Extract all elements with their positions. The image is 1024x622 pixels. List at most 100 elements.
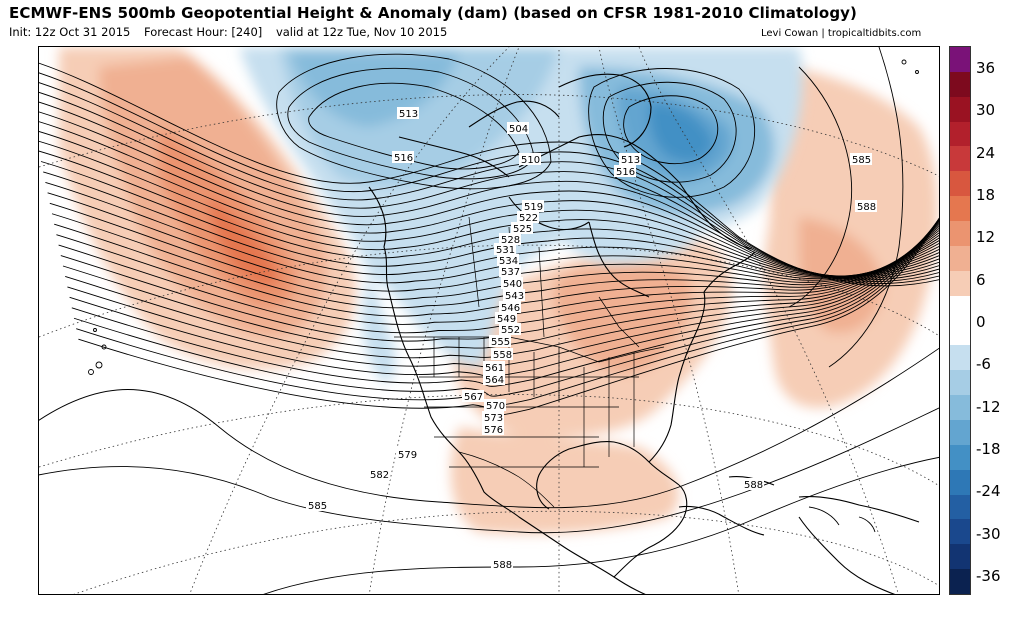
colorbar-segment <box>950 171 970 197</box>
height-contour-line <box>39 131 939 277</box>
map-svg: 513 504 516 510 513 516 519 522 525 528 … <box>39 47 939 594</box>
contour-label: 534 <box>499 256 518 267</box>
height-contour-line <box>263 456 939 594</box>
colorbar-segment <box>950 419 970 446</box>
colorbar-segment <box>950 71 970 98</box>
colorbar-tick-label: -24 <box>976 482 1001 501</box>
colorbar-tick-label: 18 <box>976 186 996 204</box>
colorbar-segment <box>950 569 970 595</box>
colorbar-segment <box>950 295 970 321</box>
colorbar-tick-label: 24 <box>976 143 996 162</box>
colorbar-segment <box>950 444 970 471</box>
colorbar-segment <box>950 370 970 396</box>
height-contour-line <box>49 202 939 300</box>
height-contour-line <box>71 218 939 387</box>
contour-label: 543 <box>505 291 524 302</box>
contour-label: 540 <box>503 279 522 290</box>
colorbar-tick-label: 0 <box>976 313 986 331</box>
contour-label: 513 <box>621 155 640 166</box>
contour-label: 573 <box>484 413 503 424</box>
forecast-hour: Forecast Hour: [240] <box>144 25 263 39</box>
colorbar-segment <box>950 96 970 123</box>
contour-labels: 513 504 516 510 513 516 519 522 525 528 … <box>306 107 877 571</box>
height-contour-line <box>45 181 939 284</box>
height-contour-line <box>828 47 904 368</box>
height-contour-line <box>76 217 939 407</box>
contour-label: 516 <box>616 167 635 178</box>
colorbar-segment <box>950 221 970 247</box>
map-panel: 513 504 516 510 513 516 519 522 525 528 … <box>38 46 940 595</box>
height-contour-line <box>39 347 939 509</box>
height-contour-line <box>56 227 939 325</box>
height-contour-line <box>58 225 939 334</box>
colorbar-tick-label: -6 <box>976 355 991 374</box>
valid-time: valid at 12z Tue, Nov 10 2015 <box>275 25 448 39</box>
height-contour-line <box>67 219 939 368</box>
contour-label: 537 <box>501 267 520 278</box>
height-contours <box>276 53 756 198</box>
contour-label: 519 <box>524 202 543 213</box>
contour-label: 588 <box>744 480 763 491</box>
height-contour-line <box>43 171 939 280</box>
height-contour-line <box>65 220 939 359</box>
contour-label: 522 <box>519 213 538 224</box>
colorbar-segment <box>950 544 970 570</box>
height-contour-line <box>73 217 939 397</box>
contour-label: 555 <box>491 337 510 348</box>
contour-label: 528 <box>501 235 520 246</box>
colorbar-segment <box>950 245 970 272</box>
colorbar-segment <box>950 146 970 172</box>
colorbar-tick-label: -12 <box>976 397 1001 416</box>
height-contour-line <box>39 407 939 534</box>
contour-label: 561 <box>485 363 504 374</box>
graticule-lines <box>39 47 939 594</box>
colorbar-tick-label: -36 <box>976 567 1001 585</box>
contour-label: 564 <box>485 375 504 386</box>
contour-label: 525 <box>513 224 532 235</box>
contour-label: 504 <box>509 124 528 135</box>
height-contours-band <box>39 47 939 594</box>
colorbar-segment <box>950 345 970 371</box>
colorbar-tick-label: 12 <box>976 228 996 247</box>
contour-label: 546 <box>501 303 520 314</box>
colorbar-segment <box>950 494 970 520</box>
colorbar-segment <box>950 395 970 421</box>
height-contour-line <box>51 213 939 309</box>
contour-label: 531 <box>496 245 515 256</box>
contour-label: 513 <box>399 109 418 120</box>
height-contour-line <box>39 150 939 278</box>
contour-label: 582 <box>370 470 389 481</box>
height-contour-line <box>39 140 939 277</box>
chart-title: ECMWF-ENS 500mb Geopotential Height & An… <box>9 4 857 22</box>
colorbar <box>949 46 971 595</box>
height-contour-line <box>54 223 939 317</box>
init-time: Init: 12z Oct 31 2015 <box>9 25 131 39</box>
colorbar-tick-label: -18 <box>976 440 1001 458</box>
colorbar-segment <box>950 47 970 73</box>
credit-text: Levi Cowan | tropicaltidbits.com <box>761 28 922 39</box>
colorbar-segment <box>950 469 970 496</box>
contour-label: 579 <box>398 450 417 461</box>
contour-label: 588 <box>493 560 512 571</box>
contour-label: 585 <box>852 155 871 166</box>
colorbar-segment <box>950 121 970 147</box>
height-contour-line <box>62 222 939 350</box>
contour-label: 576 <box>484 425 503 436</box>
contour-label: 552 <box>501 325 520 336</box>
contour-label: 516 <box>394 153 413 164</box>
colorbar-segment <box>950 519 970 545</box>
contour-label: 510 <box>521 155 540 166</box>
height-contour-line <box>47 192 939 292</box>
run-info: Init: 12z Oct 31 2015 Forecast Hour: [24… <box>9 25 457 39</box>
colorbar-segment <box>950 270 970 297</box>
contour-label: 585 <box>308 501 327 512</box>
contour-label: 588 <box>857 202 876 213</box>
height-contour-line <box>78 218 939 417</box>
colorbar-tick-label: 36 <box>976 59 996 77</box>
colorbar-tick-label: -30 <box>976 524 1001 543</box>
contour-label: 549 <box>497 314 516 325</box>
coastlines <box>368 73 920 594</box>
contour-label: 558 <box>493 350 512 361</box>
colorbar-segment <box>950 196 970 222</box>
contour-label: 570 <box>486 401 505 412</box>
